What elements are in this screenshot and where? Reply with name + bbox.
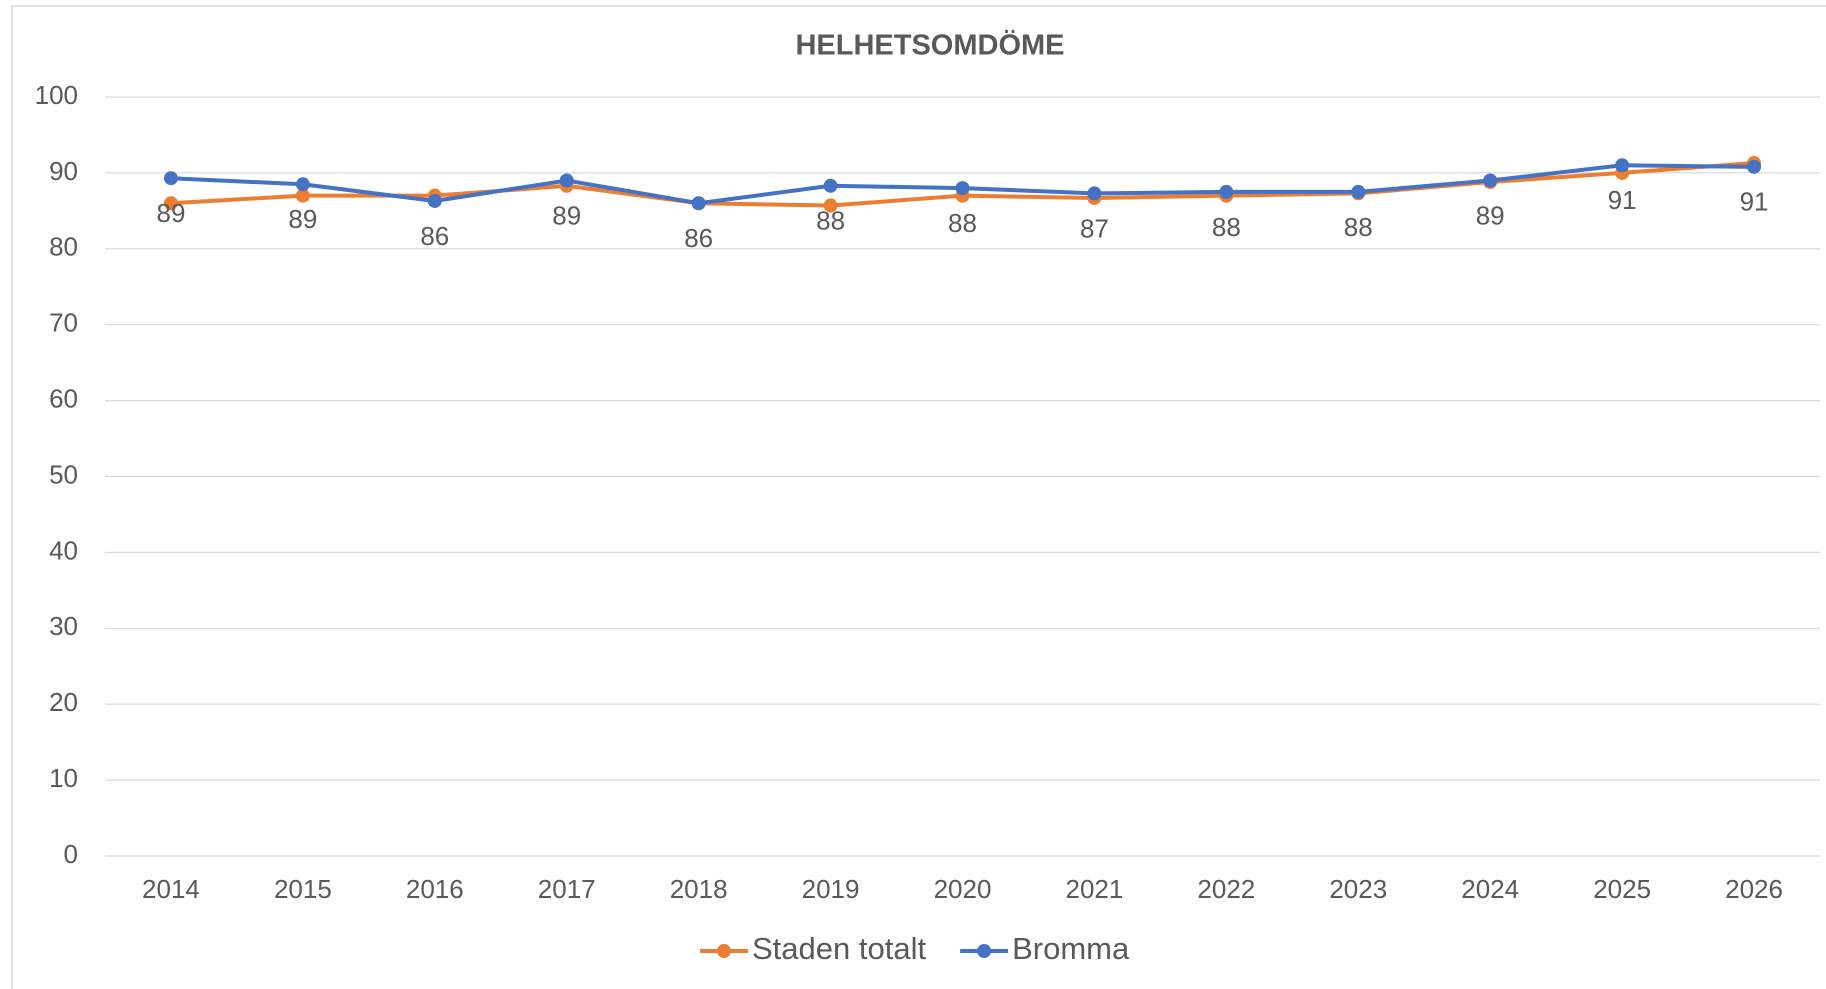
x-tick-label: 2022 <box>1197 874 1255 904</box>
x-tick-label: 2023 <box>1329 874 1387 904</box>
data-point <box>1483 173 1498 188</box>
y-tick-label: 100 <box>35 80 78 110</box>
y-tick-label: 40 <box>49 535 78 565</box>
data-label: 88 <box>1344 212 1373 242</box>
legend-marker <box>717 944 731 958</box>
data-point <box>559 173 574 188</box>
data-point <box>295 177 310 192</box>
data-point <box>163 196 178 211</box>
y-tick-label: 0 <box>64 839 78 869</box>
x-tick-label: 2024 <box>1461 874 1519 904</box>
data-label: 89 <box>1476 200 1505 230</box>
data-label: 89 <box>288 204 317 234</box>
x-tick-label: 2020 <box>934 874 992 904</box>
data-label: 88 <box>816 206 845 236</box>
data-label: 91 <box>1740 187 1769 217</box>
x-tick-label: 2019 <box>802 874 860 904</box>
y-tick-label: 20 <box>49 687 78 717</box>
data-point <box>163 171 178 186</box>
data-label: 86 <box>684 223 713 253</box>
data-label: 86 <box>420 221 449 251</box>
y-tick-label: 80 <box>49 232 78 262</box>
data-label: 87 <box>1080 213 1109 243</box>
x-tick-label: 2016 <box>406 874 464 904</box>
legend-marker <box>977 944 992 958</box>
chart-title: HELHETSOMDÖME <box>795 29 1064 62</box>
data-point <box>1747 159 1762 174</box>
y-tick-label: 90 <box>49 156 78 186</box>
x-tick-label: 2015 <box>274 874 332 904</box>
data-point <box>1087 186 1102 201</box>
chart-border <box>11 5 1826 989</box>
data-point <box>427 193 442 208</box>
x-tick-label: 2025 <box>1593 874 1651 904</box>
x-tick-label: 2014 <box>142 874 200 904</box>
y-tick-label: 10 <box>49 763 78 793</box>
y-tick-label: 60 <box>49 383 78 413</box>
data-point <box>295 188 310 203</box>
data-point <box>1219 184 1234 199</box>
data-point <box>691 196 706 211</box>
x-tick-label: 2017 <box>538 874 596 904</box>
y-tick-label: 50 <box>49 459 78 489</box>
data-point <box>1615 158 1630 173</box>
data-point <box>823 178 838 193</box>
x-tick-label: 2026 <box>1725 874 1783 904</box>
x-tick-label: 2021 <box>1066 874 1124 904</box>
data-label: 89 <box>552 200 581 230</box>
legend-label: Staden totalt <box>752 931 926 966</box>
data-point <box>823 198 838 213</box>
data-label: 88 <box>948 208 977 238</box>
data-label: 91 <box>1608 185 1637 215</box>
y-tick-label: 70 <box>49 308 78 338</box>
x-tick-label: 2018 <box>670 874 728 904</box>
y-tick-label: 30 <box>49 611 78 641</box>
data-point <box>1351 184 1366 199</box>
data-point <box>955 181 970 196</box>
legend-label: Bromma <box>1012 931 1130 966</box>
data-label: 89 <box>157 198 186 228</box>
data-label: 88 <box>1212 212 1241 242</box>
